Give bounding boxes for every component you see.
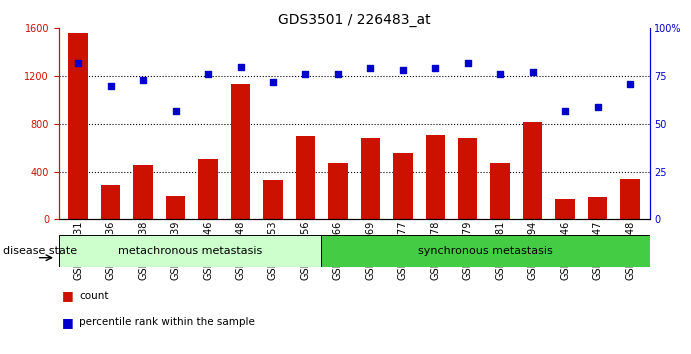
Point bbox=[300, 72, 311, 77]
Bar bbox=[133, 165, 153, 219]
Bar bbox=[263, 180, 283, 219]
Point bbox=[138, 77, 149, 83]
Point bbox=[235, 64, 246, 69]
Point bbox=[332, 72, 343, 77]
Point bbox=[170, 108, 181, 113]
Text: disease state: disease state bbox=[3, 246, 77, 256]
Point bbox=[625, 81, 636, 87]
Point bbox=[495, 72, 506, 77]
Point bbox=[462, 60, 473, 65]
Bar bbox=[393, 153, 413, 219]
Bar bbox=[588, 198, 607, 219]
Point bbox=[430, 65, 441, 71]
Point bbox=[105, 83, 116, 88]
Title: GDS3501 / 226483_at: GDS3501 / 226483_at bbox=[278, 13, 430, 27]
Text: count: count bbox=[79, 291, 109, 301]
Bar bbox=[556, 199, 575, 219]
Bar bbox=[231, 85, 250, 219]
Bar bbox=[198, 159, 218, 219]
Bar bbox=[101, 185, 120, 219]
Bar bbox=[426, 135, 445, 219]
Bar bbox=[68, 33, 88, 219]
Bar bbox=[59, 235, 321, 267]
Bar bbox=[523, 121, 542, 219]
Bar bbox=[328, 163, 348, 219]
Point bbox=[202, 72, 214, 77]
Bar bbox=[166, 195, 185, 219]
Point bbox=[397, 68, 408, 73]
Point bbox=[560, 108, 571, 113]
Bar bbox=[296, 136, 315, 219]
Bar bbox=[491, 163, 510, 219]
Bar bbox=[621, 179, 640, 219]
Bar bbox=[361, 138, 380, 219]
Bar bbox=[458, 138, 477, 219]
Point bbox=[73, 60, 84, 65]
Text: metachronous metastasis: metachronous metastasis bbox=[118, 246, 262, 256]
Point bbox=[592, 104, 603, 109]
Bar bbox=[321, 235, 650, 267]
Text: ■: ■ bbox=[62, 316, 74, 329]
Point bbox=[365, 65, 376, 71]
Text: percentile rank within the sample: percentile rank within the sample bbox=[79, 317, 256, 327]
Point bbox=[267, 79, 278, 85]
Text: ■: ■ bbox=[62, 289, 74, 302]
Point bbox=[527, 69, 538, 75]
Text: synchronous metastasis: synchronous metastasis bbox=[418, 246, 553, 256]
